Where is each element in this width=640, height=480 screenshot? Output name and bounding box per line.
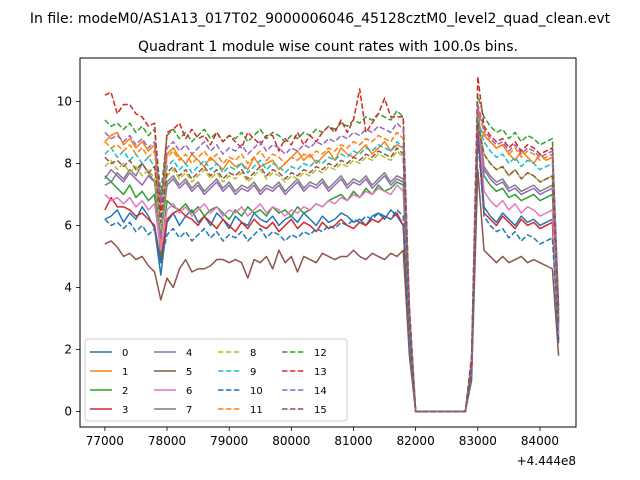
- legend-label-9: 9: [250, 367, 256, 378]
- legend-label-12: 12: [314, 348, 327, 359]
- legend-label-5: 5: [186, 367, 192, 378]
- legend-label-4: 4: [186, 348, 192, 359]
- x-tick-label: 79000: [210, 434, 248, 448]
- x-tick-label: 83000: [459, 434, 497, 448]
- series-line-10: [104, 137, 560, 413]
- legend-label-13: 13: [314, 367, 327, 378]
- series-line-9: [104, 119, 560, 413]
- x-tick-label: 82000: [397, 434, 435, 448]
- series-line-6: [104, 109, 560, 413]
- y-tick-label: 0: [64, 404, 72, 418]
- y-tick-label: 4: [64, 280, 72, 294]
- figure-suptitle: In file: modeM0/AS1A13_017T02_9000006046…: [30, 11, 611, 27]
- legend-label-6: 6: [186, 386, 192, 397]
- x-tick-label: 78000: [148, 434, 186, 448]
- series-line-13: [104, 75, 560, 413]
- legend-label-14: 14: [314, 386, 327, 397]
- x-tick-label: 77000: [86, 434, 124, 448]
- legend-label-10: 10: [250, 386, 263, 397]
- legend-label-7: 7: [186, 405, 192, 416]
- series-line-11: [104, 106, 560, 413]
- y-tick-label: 8: [64, 156, 72, 170]
- legend-label-0: 0: [122, 348, 128, 359]
- legend-label-11: 11: [250, 405, 263, 416]
- legend-label-2: 2: [122, 386, 128, 397]
- series-line-5: [104, 168, 560, 413]
- y-tick-label: 10: [57, 94, 72, 108]
- series-line-14: [104, 103, 560, 413]
- legend-label-15: 15: [314, 405, 327, 416]
- series-line-12: [104, 94, 560, 413]
- series-line-8: [104, 116, 560, 413]
- x-offset-label: +4.444e8: [517, 454, 576, 468]
- series-line-7: [104, 113, 560, 413]
- axes-frame: [79, 57, 577, 428]
- legend-box: [84, 338, 348, 422]
- x-axis: 77000 78000 79000 80000 81000 82000 83000 84000: [86, 427, 559, 448]
- x-tick-label: 80000: [272, 434, 310, 448]
- y-tick-label: 6: [64, 218, 72, 232]
- plot-lines: [104, 75, 560, 413]
- y-axis: 0 2 4 6 8 10: [57, 94, 80, 418]
- x-tick-label: 84000: [521, 434, 559, 448]
- y-tick-label: 2: [64, 342, 72, 356]
- legend-label-8: 8: [250, 348, 256, 359]
- x-tick-label: 81000: [334, 434, 372, 448]
- legend-label-1: 1: [122, 367, 128, 378]
- series-line-15: [104, 122, 560, 413]
- legend-label-3: 3: [122, 405, 128, 416]
- chart-title: Quadrant 1 module wise count rates with …: [138, 39, 518, 55]
